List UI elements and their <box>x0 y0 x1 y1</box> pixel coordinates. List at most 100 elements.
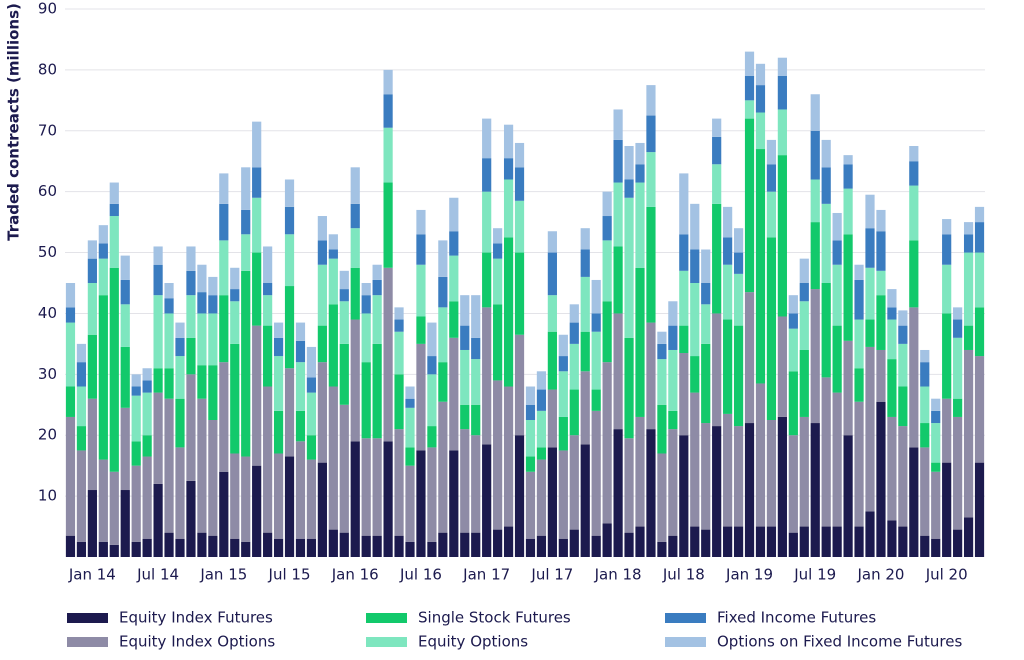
bar-segment <box>416 343 426 451</box>
bar-segment <box>120 407 130 491</box>
bar-segment <box>109 203 119 217</box>
bar-segment <box>580 228 590 250</box>
bar-segment <box>427 374 437 427</box>
bar-segment <box>306 459 317 539</box>
bar-segment <box>788 328 798 372</box>
bar-segment <box>558 416 568 451</box>
bar-segment <box>898 526 908 557</box>
bar-segment <box>65 416 76 536</box>
bar-segment <box>865 194 875 229</box>
bar-segment <box>690 249 700 283</box>
bar-segment <box>547 295 557 332</box>
bar-segment <box>777 75 787 110</box>
bar-segment <box>558 371 568 417</box>
bar-segment <box>810 289 820 424</box>
bar-segment <box>843 155 853 165</box>
bar-segment <box>120 490 130 557</box>
bar-segment <box>153 264 163 296</box>
bar-segment <box>525 538 536 557</box>
bar-segment <box>931 398 941 411</box>
bar-segment <box>624 337 634 439</box>
bar-segment <box>536 410 547 448</box>
bar-segment <box>953 416 963 530</box>
bar-segment <box>920 386 930 424</box>
bar-segment <box>963 325 974 350</box>
bar-segment <box>131 441 141 466</box>
bar-segment <box>416 450 426 557</box>
bar-segment <box>514 435 525 557</box>
bar-segment <box>536 459 547 536</box>
bar-segment <box>317 362 327 463</box>
bar-segment <box>394 319 404 332</box>
bar-segment <box>799 301 809 350</box>
bar-segment <box>777 316 787 417</box>
bar-segment <box>306 377 317 393</box>
legend-label: Fixed Income Futures <box>717 609 876 627</box>
bar-segment <box>460 349 470 405</box>
bar-segment <box>591 410 601 536</box>
legend-swatch <box>366 613 407 623</box>
bar-segment <box>394 535 404 557</box>
bar-segment <box>328 529 338 557</box>
bar-segment <box>186 246 196 271</box>
bar-segment <box>963 222 974 235</box>
bar-segment <box>263 295 273 326</box>
bar-segment <box>909 240 919 308</box>
bar-segment <box>909 146 919 162</box>
bar-segment <box>920 362 930 387</box>
bar-segment <box>438 240 448 277</box>
bar-segment <box>733 526 744 557</box>
bar-segment <box>646 322 656 430</box>
bar-segment <box>109 471 119 545</box>
bar-segment <box>394 374 404 430</box>
bar-segment <box>974 462 985 557</box>
bar-segment <box>460 532 470 557</box>
bar-segment <box>372 343 382 439</box>
bar-segment <box>482 191 492 253</box>
bar-segment <box>569 304 579 323</box>
bar-segment <box>427 541 437 557</box>
x-tick-label: Jan 19 <box>725 566 773 584</box>
bar-segment <box>766 164 777 192</box>
bar-segment <box>361 535 371 557</box>
bar-segment <box>668 535 678 557</box>
bar-segment <box>635 182 645 268</box>
bar-segment <box>98 225 108 244</box>
bar-segment <box>701 343 711 424</box>
bar-segment <box>153 392 163 484</box>
bar-segment <box>427 356 437 375</box>
bar-segment <box>339 404 349 533</box>
bar-segment <box>733 228 744 253</box>
x-tick-label: Jul 18 <box>662 566 705 584</box>
bar-segment <box>931 471 941 539</box>
bar-segment <box>503 179 514 238</box>
bar-segment <box>383 127 393 183</box>
bar-segment <box>668 349 678 411</box>
bar-segment <box>76 362 87 387</box>
bar-segment <box>449 450 459 557</box>
legend-label: Equity Index Futures <box>119 609 273 627</box>
legend-swatch <box>366 637 407 647</box>
bar-segment <box>405 407 415 448</box>
bar-segment <box>668 429 678 536</box>
bar-segment <box>295 340 306 363</box>
bar-segment <box>328 249 338 259</box>
bar-segment <box>547 389 557 448</box>
bar-segment <box>273 356 284 411</box>
bar-segment <box>909 185 919 241</box>
bar-segment <box>963 252 974 326</box>
bar-segment <box>953 529 963 557</box>
bar-segment <box>153 368 163 393</box>
bar-segment <box>131 465 141 542</box>
bar-segment <box>427 426 437 448</box>
bar-segment <box>153 246 163 265</box>
bar-segment <box>547 331 557 390</box>
bar-segment <box>142 538 152 557</box>
bar-segment <box>361 313 371 363</box>
bar-segment <box>536 371 547 390</box>
bar-segment <box>317 240 327 265</box>
bar-segment <box>361 295 371 314</box>
bar-segment <box>361 283 371 296</box>
bar-segment <box>799 258 809 283</box>
bar-segment <box>788 532 798 557</box>
